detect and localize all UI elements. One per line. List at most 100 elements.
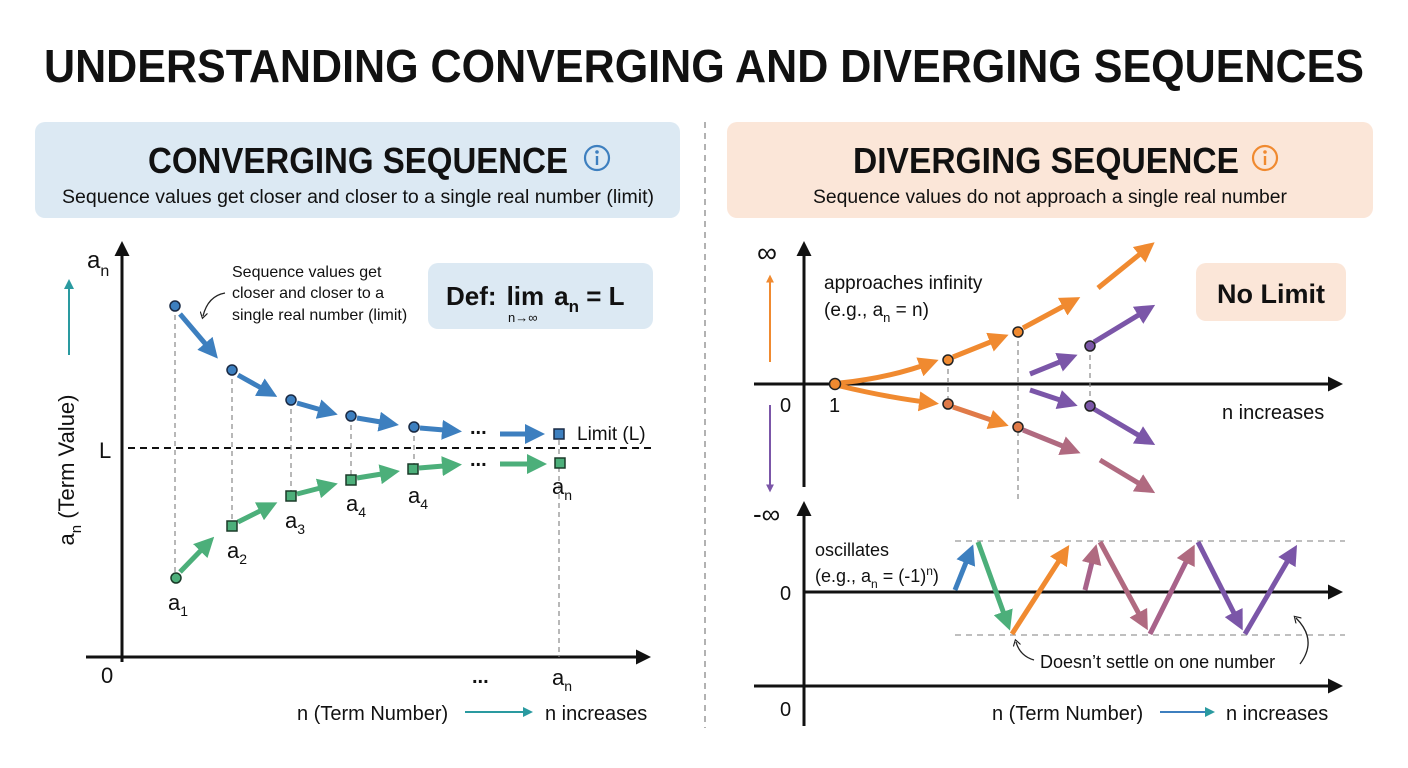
decreasing-sequence <box>178 312 545 444</box>
mauve-arrow <box>1147 544 1195 636</box>
diverging-panel: DIVERGING SEQUENCE Sequence values do no… <box>727 122 1373 726</box>
annotation-arrow-icon <box>203 292 226 316</box>
blue-arrow <box>236 372 278 397</box>
orange-point <box>942 354 954 366</box>
no-limit-label: No Limit <box>1217 279 1325 309</box>
info-circle-icon[interactable] <box>1251 144 1279 172</box>
mauve-arrow <box>1022 427 1081 456</box>
oscillation-arrows <box>952 540 1298 636</box>
svg-text:a2: a2 <box>227 538 247 567</box>
blue-point <box>345 410 357 422</box>
green-point <box>345 474 357 486</box>
orange-point <box>942 398 954 410</box>
divergence-arrows <box>839 242 1156 494</box>
orange-arrow <box>952 332 1009 360</box>
definition-box <box>428 263 653 329</box>
y-axis-label: an (Term Value) <box>54 395 85 546</box>
limit-tick-label: L <box>99 438 111 463</box>
definition-formula: Def: lim an = L <box>446 281 625 316</box>
converging-header <box>35 122 680 218</box>
y-axis-top-label: an <box>87 247 109 280</box>
top-origin-label: 0 <box>780 395 791 417</box>
purple-arrow <box>1092 406 1156 446</box>
orange-arrow <box>839 357 939 386</box>
svg-text:an: an <box>552 474 572 503</box>
orange-point <box>1012 326 1024 338</box>
purple-point <box>1084 340 1096 352</box>
purple-point <box>1084 400 1096 412</box>
mauve-arrow <box>1081 544 1102 591</box>
green-point <box>226 520 238 532</box>
no-limit-badge <box>1196 263 1346 321</box>
infinity-label: ∞ <box>757 237 777 268</box>
diverging-heading: DIVERGING SEQUENCE <box>853 140 1239 181</box>
purple-arrow <box>1195 540 1243 631</box>
x-axis-label: n (Term Number) <box>297 703 448 725</box>
oscillates-label: oscillates <box>815 540 889 560</box>
green-arrow <box>296 478 338 499</box>
converging-heading: CONVERGING SEQUENCE <box>148 140 568 181</box>
svg-text:a4: a4 <box>346 491 366 520</box>
green-arrow <box>236 502 278 525</box>
x-increase-label: n increases <box>545 703 647 725</box>
lower-ellipsis: ... <box>470 449 487 471</box>
blue-arrow <box>419 419 462 440</box>
x-increase-label: n increases <box>1226 703 1328 725</box>
diverging-subtitle: Sequence values do not approach a single… <box>813 187 1288 208</box>
blue-arrow <box>178 312 218 359</box>
origin-label: 0 <box>101 663 113 688</box>
converging-annotation: Sequence values get closer and closer to… <box>232 264 407 324</box>
approaches-example: (e.g., an = n) <box>824 300 929 325</box>
green-point <box>170 572 182 584</box>
blue-limit-point <box>553 428 565 440</box>
blue-point <box>226 364 238 376</box>
doesnt-settle-label: Doesn’t settle on one number <box>1040 652 1275 672</box>
point-labels: a1 a2 a3 a4 a4 an <box>168 474 572 619</box>
orange-arrow <box>1021 297 1081 331</box>
divergence-points <box>828 326 1096 433</box>
neg-infinity-label: -∞ <box>753 499 780 529</box>
orange-point <box>1012 421 1024 433</box>
blue-arrow <box>296 399 338 419</box>
x-tick-an: an <box>552 665 572 694</box>
divergence-guides <box>947 332 1091 500</box>
converging-subtitle: Sequence values get closer and closer to… <box>62 187 654 208</box>
one-label: 1 <box>829 395 840 417</box>
settle-arrow-left-icon <box>1016 642 1035 661</box>
blue-point <box>285 394 297 406</box>
settle-arrow-right-icon <box>1296 618 1309 665</box>
mauve-arrow <box>1097 540 1148 631</box>
svg-text:a3: a3 <box>285 508 305 537</box>
blue-arrow <box>356 411 399 432</box>
definition-limit-subscript: n→∞ <box>508 310 538 325</box>
start-point <box>828 377 842 391</box>
x-axis-label: n (Term Number) <box>992 703 1143 725</box>
oscillates-example: (e.g., an = (-1)n) <box>815 564 939 591</box>
green-point <box>554 457 566 469</box>
page-title: UNDERSTANDING CONVERGING AND DIVERGING S… <box>44 40 1364 92</box>
orange-arrow <box>839 383 939 412</box>
purple-arrow <box>1029 352 1078 377</box>
svg-text:an (Term Value): an (Term Value) <box>54 395 85 546</box>
orange-arrow <box>1009 544 1070 636</box>
blue-point <box>169 300 181 312</box>
increasing-sequence <box>178 454 547 574</box>
blue-arrow <box>952 544 976 591</box>
diverging-header <box>727 122 1373 218</box>
green-arrow <box>418 456 462 477</box>
mauve-arrow <box>1098 457 1156 494</box>
orange-arrow <box>952 404 1009 429</box>
green-arrow <box>178 536 215 574</box>
limit-label: Limit (L) <box>577 424 646 445</box>
green-arrow <box>356 464 400 485</box>
info-circle-icon[interactable] <box>583 144 611 172</box>
oscillation-bounds <box>955 540 1345 636</box>
blue-point <box>408 421 420 433</box>
x-axis-ellipsis: ... <box>472 666 489 688</box>
purple-arrow <box>1029 387 1078 410</box>
bottom-origin-label: 0 <box>780 699 791 721</box>
osc-zero-label: 0 <box>780 583 791 605</box>
green-point <box>285 490 297 502</box>
purple-arrow <box>1242 544 1298 636</box>
